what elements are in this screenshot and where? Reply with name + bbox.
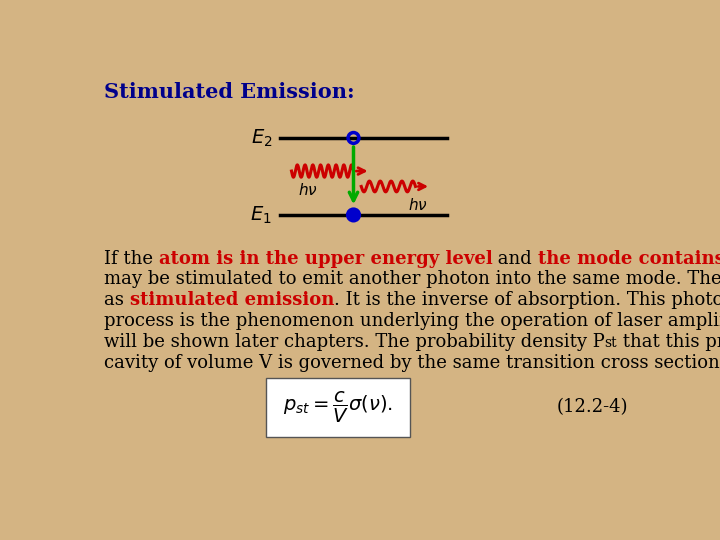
Text: $h\nu$: $h\nu$ xyxy=(297,182,318,198)
Text: . It is the inverse of absorption. This photon amplification: . It is the inverse of absorption. This … xyxy=(334,291,720,309)
Text: process is the phenomenon underlying the operation of laser amplifiers and laser: process is the phenomenon underlying the… xyxy=(104,312,720,330)
Text: and: and xyxy=(492,249,538,268)
Text: atom is in the upper energy level: atom is in the upper energy level xyxy=(158,249,492,268)
Text: $p_{st} = \dfrac{c}{V}\sigma(\nu).$: $p_{st} = \dfrac{c}{V}\sigma(\nu).$ xyxy=(283,390,393,425)
Text: stimulated emission: stimulated emission xyxy=(130,291,334,309)
Text: will be shown later chapters. The probability density P: will be shown later chapters. The probab… xyxy=(104,333,605,351)
Text: the mode contains a photon: the mode contains a photon xyxy=(538,249,720,268)
Text: $E_1$: $E_1$ xyxy=(251,204,272,226)
Text: cavity of volume V is governed by the same transition cross section,: cavity of volume V is governed by the sa… xyxy=(104,354,720,372)
Text: $h\nu$: $h\nu$ xyxy=(408,197,428,213)
Text: Stimulated Emission:: Stimulated Emission: xyxy=(104,82,354,102)
Text: st: st xyxy=(605,336,617,350)
Text: that this process occurs in a: that this process occurs in a xyxy=(617,333,720,351)
Text: as: as xyxy=(104,291,130,309)
Text: If the: If the xyxy=(104,249,158,268)
Circle shape xyxy=(347,209,360,221)
FancyBboxPatch shape xyxy=(266,378,410,437)
Text: (12.2-4): (12.2-4) xyxy=(557,399,629,416)
Text: may be stimulated to emit another photon into the same mode. The process is know: may be stimulated to emit another photon… xyxy=(104,271,720,288)
Text: $E_2$: $E_2$ xyxy=(251,127,272,149)
